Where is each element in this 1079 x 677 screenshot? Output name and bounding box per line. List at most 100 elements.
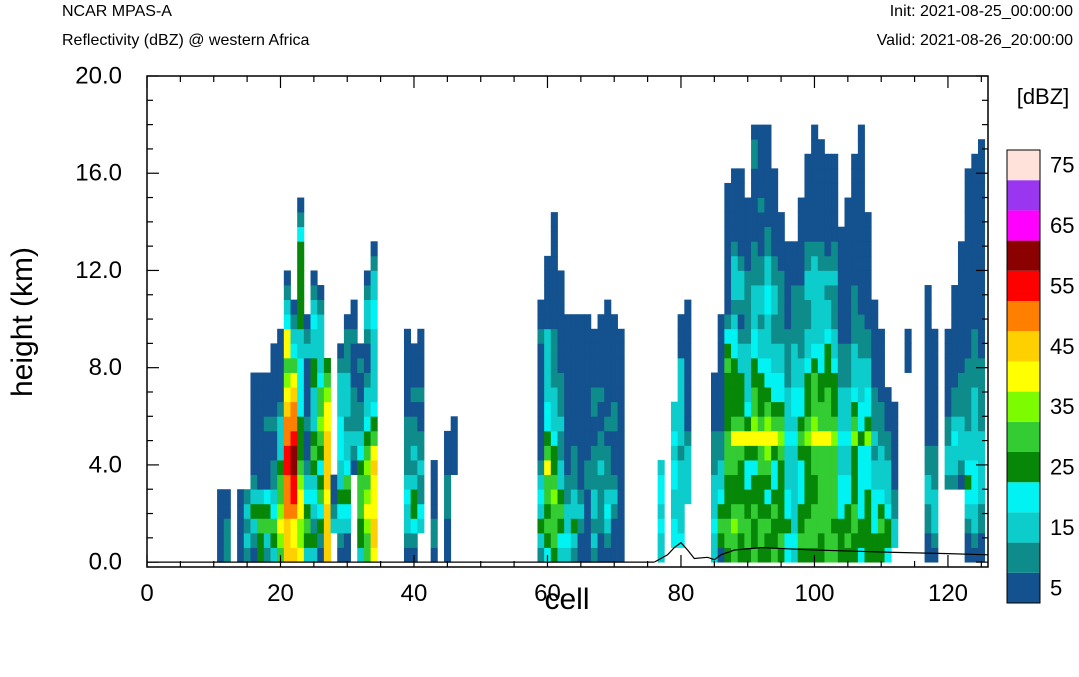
reflectivity-cell — [811, 182, 819, 198]
colorbar-box — [1007, 361, 1040, 392]
reflectivity-cell — [797, 241, 805, 257]
reflectivity-cell — [957, 241, 966, 257]
reflectivity-cell — [771, 182, 779, 198]
reflectivity-cell — [724, 212, 732, 228]
reflectivity-cell — [310, 314, 318, 330]
reflectivity-cell — [764, 139, 772, 155]
reflectivity-cell — [250, 430, 258, 446]
reflectivity-cell — [430, 532, 438, 548]
reflectivity-cell — [450, 416, 458, 432]
valid-time: Valid: 2021-08-26_20:00:00 — [877, 32, 1073, 49]
reflectivity-cell — [410, 503, 418, 519]
reflectivity-cell — [751, 518, 759, 534]
reflectivity-cell — [610, 430, 618, 446]
reflectivity-cell — [570, 532, 578, 548]
reflectivity-cell — [751, 212, 759, 228]
reflectivity-cell — [731, 197, 739, 213]
reflectivity-cell — [817, 547, 825, 563]
reflectivity-cell — [737, 182, 745, 198]
reflectivity-cell — [557, 357, 565, 373]
reflectivity-cell — [270, 532, 278, 548]
reflectivity-cell — [857, 532, 865, 548]
reflectivity-cell — [764, 197, 772, 213]
reflectivity-cell — [971, 503, 979, 519]
reflectivity-cell — [771, 474, 779, 490]
reflectivity-cell — [864, 357, 872, 373]
reflectivity-cell — [871, 474, 879, 490]
reflectivity-cell — [403, 387, 412, 403]
reflectivity-cell — [584, 460, 592, 476]
reflectivity-cell — [597, 401, 605, 417]
reflectivity-cell — [757, 474, 765, 490]
reflectivity-cell — [550, 460, 558, 476]
reflectivity-cell — [851, 547, 859, 563]
reflectivity-cell — [764, 503, 772, 519]
colorbar-label: 75 — [1050, 153, 1074, 178]
reflectivity-cell — [357, 489, 365, 505]
reflectivity-cell — [684, 474, 692, 490]
reflectivity-cell — [610, 445, 618, 461]
reflectivity-cell — [564, 328, 572, 344]
reflectivity-cell — [971, 153, 979, 169]
reflectivity-cell — [544, 255, 552, 271]
reflectivity-cell — [791, 285, 799, 301]
reflectivity-cell — [731, 401, 739, 417]
reflectivity-cell — [277, 387, 285, 403]
reflectivity-cell — [617, 547, 625, 563]
reflectivity-cell — [544, 328, 552, 344]
reflectivity-cell — [837, 255, 845, 271]
reflectivity-cell — [731, 518, 739, 534]
reflectivity-cell — [884, 474, 892, 490]
model-title: NCAR MPAS-A — [62, 3, 172, 20]
reflectivity-cell — [857, 139, 865, 155]
reflectivity-cell — [964, 314, 972, 330]
reflectivity-cell — [744, 518, 752, 534]
reflectivity-cell — [857, 547, 865, 563]
reflectivity-cell — [717, 401, 725, 417]
reflectivity-cell — [871, 445, 879, 461]
reflectivity-cell — [670, 532, 679, 548]
reflectivity-cell — [731, 503, 739, 519]
reflectivity-cell — [417, 430, 425, 446]
reflectivity-cell — [757, 401, 765, 417]
reflectivity-cell — [764, 474, 772, 490]
reflectivity-cell — [737, 168, 745, 184]
reflectivity-cell — [564, 387, 572, 403]
reflectivity-cell — [290, 518, 298, 534]
reflectivity-cell — [731, 314, 739, 330]
reflectivity-cell — [764, 153, 772, 169]
reflectivity-cell — [717, 460, 725, 476]
reflectivity-cell — [824, 285, 832, 301]
reflectivity-cell — [317, 387, 325, 403]
reflectivity-cell — [270, 416, 278, 432]
reflectivity-cell — [831, 401, 839, 417]
reflectivity-cell — [831, 416, 839, 432]
reflectivity-cell — [837, 474, 845, 490]
reflectivity-cell — [857, 182, 865, 198]
reflectivity-cell — [871, 503, 879, 519]
reflectivity-cell — [550, 241, 558, 257]
reflectivity-cell — [737, 503, 745, 519]
reflectivity-cell — [851, 270, 859, 286]
reflectivity-cell — [957, 387, 966, 403]
x-tick-label: 120 — [928, 580, 968, 607]
reflectivity-cell — [283, 532, 291, 548]
reflectivity-cell — [657, 547, 665, 563]
reflectivity-cell — [964, 197, 972, 213]
reflectivity-cell — [544, 489, 552, 505]
reflectivity-cell — [891, 503, 899, 519]
reflectivity-cell — [570, 460, 578, 476]
reflectivity-cell — [797, 387, 805, 403]
reflectivity-cell — [303, 401, 311, 417]
reflectivity-cell — [617, 401, 625, 417]
reflectivity-cell — [557, 489, 565, 505]
reflectivity-cell — [804, 460, 812, 476]
reflectivity-cell — [243, 532, 251, 548]
reflectivity-cell — [604, 430, 612, 446]
reflectivity-cell — [771, 547, 779, 563]
reflectivity-cell — [871, 328, 879, 344]
reflectivity-cell — [303, 372, 311, 388]
reflectivity-cell — [771, 518, 779, 534]
reflectivity-cell — [257, 416, 265, 432]
reflectivity-cell — [303, 314, 311, 330]
